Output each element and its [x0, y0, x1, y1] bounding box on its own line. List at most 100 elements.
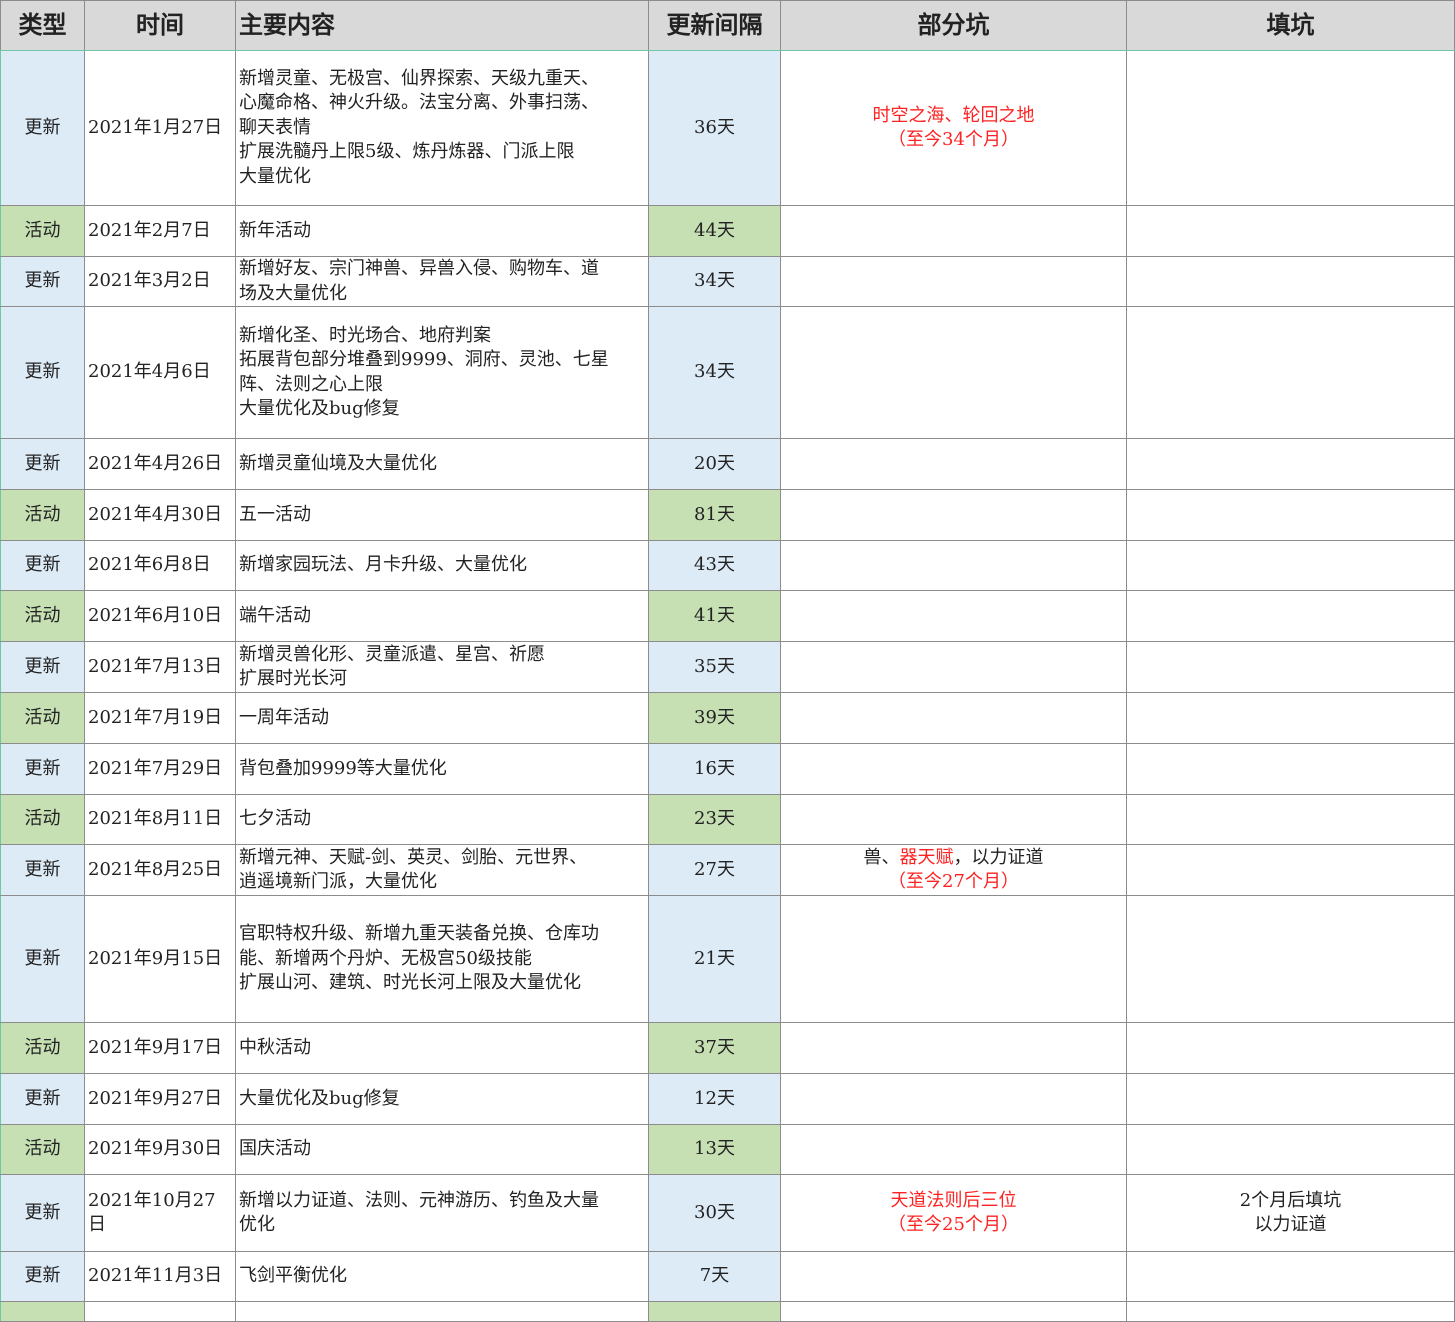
cell-date[interactable]: 2021年9月27日 — [84, 1073, 236, 1125]
cell-interval[interactable]: 13天 — [648, 1124, 781, 1175]
cell-filled[interactable] — [1126, 641, 1455, 693]
cell-date[interactable]: 2021年7月13日 — [84, 641, 236, 693]
cell-pits[interactable] — [780, 641, 1127, 693]
cell-pits[interactable] — [780, 1022, 1127, 1074]
cell-content[interactable]: 新增家园玩法、月卡升级、大量优化 — [235, 540, 649, 591]
cell-filled[interactable] — [1126, 692, 1455, 744]
cell-type[interactable]: 活动 — [0, 1124, 85, 1175]
cell-pits[interactable] — [780, 895, 1127, 1023]
cell-interval[interactable]: 21天 — [648, 895, 781, 1023]
cell-interval[interactable]: 20天 — [648, 438, 781, 490]
cell-interval[interactable]: 39天 — [648, 692, 781, 744]
header-type[interactable]: 类型 — [0, 0, 85, 51]
cell-pits[interactable] — [780, 540, 1127, 591]
cell-date[interactable]: 2021年7月19日 — [84, 692, 236, 744]
cell-content[interactable]: 国庆活动 — [235, 1124, 649, 1175]
cell-content[interactable]: 新增灵童仙境及大量优化 — [235, 438, 649, 490]
cell-filled[interactable] — [1126, 1022, 1455, 1074]
cell-filled[interactable] — [1126, 1251, 1455, 1302]
cell-type[interactable]: 活动 — [0, 794, 85, 845]
cell-content[interactable]: 端午活动 — [235, 590, 649, 642]
cell-date[interactable]: 2021年8月11日 — [84, 794, 236, 845]
cell-interval[interactable]: 43天 — [648, 540, 781, 591]
cell-type[interactable]: 更新 — [0, 438, 85, 490]
cell-pits[interactable] — [780, 692, 1127, 744]
cell-content[interactable]: 背包叠加9999等大量优化 — [235, 743, 649, 795]
cell-date[interactable]: 2021年3月2日 — [84, 256, 236, 307]
cell-interval[interactable]: 34天 — [648, 256, 781, 307]
cell-interval[interactable]: 7天 — [648, 1251, 781, 1302]
cell-type[interactable]: 活动 — [0, 692, 85, 744]
cell-filled[interactable] — [1126, 590, 1455, 642]
cell-type[interactable]: 更新 — [0, 1073, 85, 1125]
cell-filled[interactable] — [1126, 743, 1455, 795]
cell-pits[interactable]: 时空之海、轮回之地 （至今34个月） — [780, 50, 1127, 206]
cell-content[interactable] — [235, 1301, 649, 1322]
cell-date[interactable]: 2021年11月3日 — [84, 1251, 236, 1302]
cell-pits[interactable] — [780, 1251, 1127, 1302]
cell-interval[interactable]: 12天 — [648, 1073, 781, 1125]
cell-pits[interactable] — [780, 438, 1127, 490]
cell-date[interactable]: 2021年4月26日 — [84, 438, 236, 490]
cell-content[interactable]: 新年活动 — [235, 205, 649, 257]
cell-interval[interactable]: 34天 — [648, 306, 781, 439]
header-date[interactable]: 时间 — [84, 0, 236, 51]
cell-content[interactable]: 七夕活动 — [235, 794, 649, 845]
cell-date[interactable]: 2021年9月15日 — [84, 895, 236, 1023]
cell-filled[interactable] — [1126, 205, 1455, 257]
cell-date[interactable]: 2021年4月6日 — [84, 306, 236, 439]
cell-type[interactable]: 活动 — [0, 590, 85, 642]
cell-type[interactable]: 更新 — [0, 306, 85, 439]
cell-date[interactable] — [84, 1301, 236, 1322]
cell-pits[interactable] — [780, 205, 1127, 257]
cell-date[interactable]: 2021年6月8日 — [84, 540, 236, 591]
cell-type[interactable]: 活动 — [0, 1022, 85, 1074]
cell-date[interactable]: 2021年4月30日 — [84, 489, 236, 541]
cell-date[interactable]: 2021年8月25日 — [84, 844, 236, 896]
cell-pits[interactable] — [780, 794, 1127, 845]
cell-type[interactable]: 更新 — [0, 1251, 85, 1302]
cell-type[interactable]: 更新 — [0, 895, 85, 1023]
cell-date[interactable]: 2021年9月17日 — [84, 1022, 236, 1074]
header-pits[interactable]: 部分坑 — [780, 0, 1127, 51]
cell-filled[interactable] — [1126, 1124, 1455, 1175]
cell-type[interactable] — [0, 1301, 85, 1322]
cell-interval[interactable]: 81天 — [648, 489, 781, 541]
cell-interval[interactable] — [648, 1301, 781, 1322]
cell-date[interactable]: 2021年6月10日 — [84, 590, 236, 642]
cell-pits[interactable] — [780, 306, 1127, 439]
cell-content[interactable]: 一周年活动 — [235, 692, 649, 744]
cell-type[interactable]: 更新 — [0, 540, 85, 591]
cell-date[interactable]: 2021年1月27日 — [84, 50, 236, 206]
cell-filled[interactable] — [1126, 306, 1455, 439]
cell-interval[interactable]: 30天 — [648, 1174, 781, 1252]
cell-type[interactable]: 更新 — [0, 50, 85, 206]
cell-filled[interactable] — [1126, 256, 1455, 307]
cell-filled[interactable] — [1126, 794, 1455, 845]
cell-type[interactable]: 更新 — [0, 1174, 85, 1252]
cell-filled[interactable] — [1126, 1073, 1455, 1125]
cell-pits[interactable] — [780, 1301, 1127, 1322]
cell-interval[interactable]: 36天 — [648, 50, 781, 206]
cell-filled[interactable]: 2个月后填坑 以力证道 — [1126, 1174, 1455, 1252]
cell-filled[interactable] — [1126, 895, 1455, 1023]
cell-content[interactable]: 新增化圣、时光场合、地府判案 拓展背包部分堆叠到9999、洞府、灵池、七星 阵、… — [235, 306, 649, 439]
cell-filled[interactable] — [1126, 844, 1455, 896]
cell-content[interactable]: 新增灵童、无极宫、仙界探索、天级九重天、 心魔命格、神火升级。法宝分离、外事扫荡… — [235, 50, 649, 206]
cell-content[interactable]: 新增元神、天赋-剑、英灵、剑胎、元世界、 逍遥境新门派，大量优化 — [235, 844, 649, 896]
cell-pits[interactable] — [780, 1124, 1127, 1175]
cell-pits[interactable] — [780, 256, 1127, 307]
cell-date[interactable]: 2021年2月7日 — [84, 205, 236, 257]
cell-content[interactable]: 新增灵兽化形、灵童派遣、星宫、祈愿 扩展时光长河 — [235, 641, 649, 693]
cell-content[interactable]: 新增好友、宗门神兽、异兽入侵、购物车、道 场及大量优化 — [235, 256, 649, 307]
cell-content[interactable]: 官职特权升级、新增九重天装备兑换、仓库功 能、新增两个丹炉、无极宫50级技能 扩… — [235, 895, 649, 1023]
cell-type[interactable]: 更新 — [0, 256, 85, 307]
cell-interval[interactable]: 23天 — [648, 794, 781, 845]
cell-content[interactable]: 新增以力证道、法则、元神游历、钓鱼及大量 优化 — [235, 1174, 649, 1252]
cell-pits[interactable] — [780, 1073, 1127, 1125]
cell-filled[interactable] — [1126, 489, 1455, 541]
cell-filled[interactable] — [1126, 540, 1455, 591]
cell-type[interactable]: 活动 — [0, 205, 85, 257]
cell-filled[interactable] — [1126, 50, 1455, 206]
header-interval[interactable]: 更新间隔 — [648, 0, 781, 51]
